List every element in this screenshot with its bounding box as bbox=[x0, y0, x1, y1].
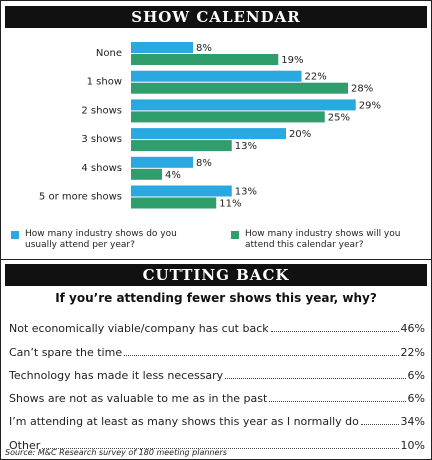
leader bbox=[42, 448, 399, 449]
source: Source: M&C Research survey of 180 meeti… bbox=[5, 448, 227, 457]
value-label: 22% bbox=[305, 72, 327, 83]
row-value: 22% bbox=[400, 346, 425, 359]
category-label: 2 shows bbox=[81, 105, 122, 116]
bar bbox=[131, 54, 279, 65]
bar bbox=[131, 128, 286, 140]
row-value: 34% bbox=[400, 415, 425, 428]
legend-item: How many industry shows do you usually a… bbox=[11, 229, 200, 251]
list-row: Shows are not as valuable to me as in th… bbox=[9, 391, 425, 405]
bar bbox=[131, 140, 232, 152]
bar bbox=[131, 111, 325, 123]
legend-item: How many industry shows will you attend … bbox=[231, 229, 420, 251]
category-label: None bbox=[96, 48, 122, 59]
bar bbox=[131, 42, 193, 53]
value-label: 4% bbox=[165, 170, 181, 181]
value-label: 29% bbox=[359, 100, 381, 111]
leader bbox=[360, 424, 399, 425]
leader bbox=[225, 378, 406, 379]
bar bbox=[131, 197, 217, 209]
list-row: Other 10% bbox=[9, 438, 425, 452]
bar bbox=[131, 70, 302, 82]
value-label: 19% bbox=[281, 55, 303, 66]
value-label: 13% bbox=[235, 141, 257, 152]
row-value: 10% bbox=[400, 439, 425, 452]
value-label: 11% bbox=[219, 199, 241, 210]
row-value: 46% bbox=[400, 322, 425, 335]
row-label: Other bbox=[9, 439, 41, 452]
category-label: 4 shows bbox=[81, 163, 122, 174]
bar bbox=[131, 99, 356, 111]
legend-label: How many industry shows do you usually a… bbox=[25, 229, 177, 250]
legend-label: How many industry shows will you attend … bbox=[245, 229, 401, 250]
category-label: 5 or more shows bbox=[39, 192, 122, 203]
legend-swatch bbox=[231, 231, 239, 239]
leader bbox=[269, 401, 406, 402]
bar bbox=[131, 185, 232, 197]
bar bbox=[131, 168, 162, 180]
row-label: I’m attending at least as many shows thi… bbox=[9, 415, 359, 428]
row-value: 6% bbox=[407, 369, 425, 382]
legend-swatch bbox=[11, 231, 19, 239]
list-row: I’m attending at least as many shows thi… bbox=[9, 414, 425, 428]
bar bbox=[131, 156, 193, 168]
row-label: Shows are not as valuable to me as in th… bbox=[9, 392, 268, 405]
row-label: Can’t spare the time bbox=[9, 346, 123, 359]
section-title: CUTTING BACK bbox=[5, 264, 427, 286]
leader bbox=[124, 355, 399, 356]
list-row: Can’t spare the time 22% bbox=[9, 345, 425, 359]
list-row: Not economically viable/company has cut … bbox=[9, 321, 425, 335]
list-row: Technology has made it less necessary 6% bbox=[9, 368, 425, 382]
row-label: Technology has made it less necessary bbox=[9, 369, 224, 382]
value-label: 28% bbox=[351, 84, 373, 95]
question: If you’re attending fewer shows this yea… bbox=[55, 291, 377, 305]
chart-title: SHOW CALENDAR bbox=[5, 6, 427, 28]
row-label: Not economically viable/company has cut … bbox=[9, 322, 269, 335]
category-label: 3 shows bbox=[81, 134, 122, 145]
divider bbox=[1, 259, 431, 260]
leader bbox=[270, 331, 399, 332]
value-label: 25% bbox=[328, 112, 350, 123]
chart: None 8% 19% 1 show 22% 28% 2 shows 29% 25% 3 show… bbox=[39, 42, 381, 210]
value-label: 13% bbox=[235, 187, 257, 198]
value-label: 8% bbox=[196, 43, 212, 54]
value-label: 20% bbox=[289, 129, 311, 140]
category-label: 1 show bbox=[87, 77, 122, 88]
bar bbox=[131, 82, 348, 94]
value-label: 8% bbox=[196, 158, 212, 169]
row-value: 6% bbox=[407, 392, 425, 405]
